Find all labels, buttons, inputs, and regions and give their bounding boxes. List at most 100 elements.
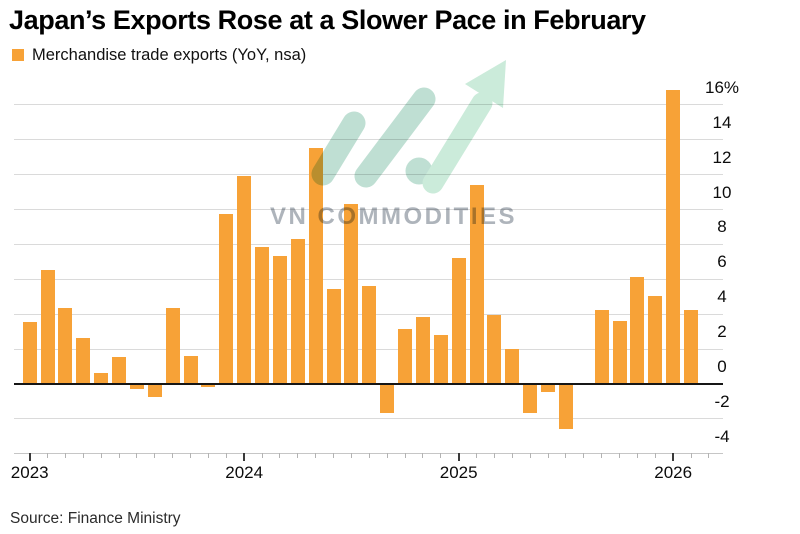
zero-axis-line: [14, 382, 723, 385]
y-axis-tick-label: 2: [717, 322, 727, 342]
bar: [451, 257, 466, 384]
legend-swatch-icon: [12, 49, 24, 61]
bar: [487, 315, 502, 384]
bar: [76, 338, 91, 384]
y-axis-tick-label: 0: [717, 357, 727, 377]
x-axis-minor-tick: [368, 453, 370, 459]
x-axis-major-tick: [28, 453, 31, 462]
gridline: [14, 174, 723, 176]
bar: [58, 308, 73, 384]
bar: [308, 147, 323, 384]
bar: [112, 357, 127, 384]
bar: [344, 203, 359, 384]
x-axis-minor-tick: [440, 453, 442, 459]
y-axis-tick-label: -2: [714, 391, 730, 411]
x-axis-year-label: 2023: [10, 463, 49, 483]
x-axis-minor-tick: [636, 453, 638, 459]
x-axis-minor-tick: [708, 453, 710, 459]
bar: [558, 383, 573, 429]
gridline: [14, 139, 723, 141]
x-axis-minor-tick: [386, 453, 388, 459]
x-axis-minor-tick: [476, 453, 478, 459]
bar: [272, 256, 287, 384]
bar: [505, 348, 520, 384]
x-axis-minor-tick: [511, 453, 513, 459]
chart-title: Japan’s Exports Rose at a Slower Pace in…: [9, 5, 646, 35]
x-axis-minor-tick: [261, 453, 263, 459]
x-axis-minor-tick: [64, 453, 66, 459]
bar: [612, 320, 627, 384]
watermark-slash-icon: [354, 87, 436, 188]
bar: [684, 310, 699, 384]
x-axis-minor-tick: [529, 453, 531, 459]
x-axis-minor-tick: [404, 453, 406, 459]
x-axis-minor-tick: [82, 453, 84, 459]
y-axis-tick-label: 14: [712, 112, 732, 132]
y-axis-tick-label: -4: [714, 426, 730, 446]
bar: [255, 247, 270, 384]
bar: [594, 310, 609, 384]
gridline: [14, 418, 723, 420]
bar: [22, 322, 37, 384]
watermark-dot-icon: [405, 157, 433, 185]
bar: [183, 355, 198, 384]
x-axis-major-tick: [243, 453, 246, 462]
bar: [666, 90, 681, 384]
watermark-arrowhead-icon: [465, 60, 506, 108]
x-axis-minor-tick: [207, 453, 209, 459]
bar: [219, 214, 234, 384]
watermark-arrow-shaft-icon: [422, 92, 493, 194]
x-axis-minor-tick: [583, 453, 585, 459]
x-axis-minor-tick: [154, 453, 156, 459]
x-axis-minor-tick: [422, 453, 424, 459]
bar: [129, 383, 144, 389]
x-axis-major-tick: [672, 453, 675, 462]
bar: [469, 184, 484, 384]
x-axis-minor-tick: [547, 453, 549, 459]
x-axis-minor-tick: [190, 453, 192, 459]
x-axis-minor-tick: [315, 453, 317, 459]
x-axis-minor-tick: [279, 453, 281, 459]
y-axis-tick-label: 12: [712, 147, 732, 167]
x-axis-year-label: 2025: [439, 463, 478, 483]
bar: [165, 308, 180, 384]
bar: [237, 175, 252, 384]
watermark-slash-icon: [311, 111, 366, 186]
bar: [415, 317, 430, 384]
x-axis-minor-tick: [601, 453, 603, 459]
bar: [326, 289, 341, 384]
x-axis-line: [14, 453, 723, 455]
legend-label: Merchandise trade exports (YoY, nsa): [32, 45, 307, 64]
x-axis-minor-tick: [350, 453, 352, 459]
bar: [40, 270, 55, 384]
x-axis-minor-tick: [47, 453, 49, 459]
bar: [147, 383, 162, 398]
bar: [380, 383, 395, 414]
y-axis-tick-label: 8: [717, 217, 727, 237]
bar: [201, 383, 216, 387]
watermark-text: VN COMMODITIES: [270, 203, 518, 230]
bar: [398, 329, 413, 384]
x-axis-minor-tick: [333, 453, 335, 459]
legend: Merchandise trade exports (YoY, nsa): [12, 45, 306, 65]
gridline: [14, 104, 723, 106]
x-axis-minor-tick: [225, 453, 227, 459]
gridline: [14, 278, 723, 280]
x-axis-minor-tick: [118, 453, 120, 459]
x-axis-minor-tick: [493, 453, 495, 459]
x-axis-minor-tick: [619, 453, 621, 459]
y-axis-tick-label: 4: [717, 287, 727, 307]
bar: [648, 296, 663, 384]
x-axis-minor-tick: [297, 453, 299, 459]
x-axis-minor-tick: [654, 453, 656, 459]
bar: [433, 334, 448, 384]
x-axis-year-label: 2024: [225, 463, 264, 483]
x-axis-minor-tick: [136, 453, 138, 459]
x-axis-minor-tick: [172, 453, 174, 459]
bar: [290, 238, 305, 384]
bar: [541, 383, 556, 393]
source-note: Source: Finance Ministry: [10, 510, 181, 527]
x-axis-minor-tick: [690, 453, 692, 459]
bar: [362, 285, 377, 384]
